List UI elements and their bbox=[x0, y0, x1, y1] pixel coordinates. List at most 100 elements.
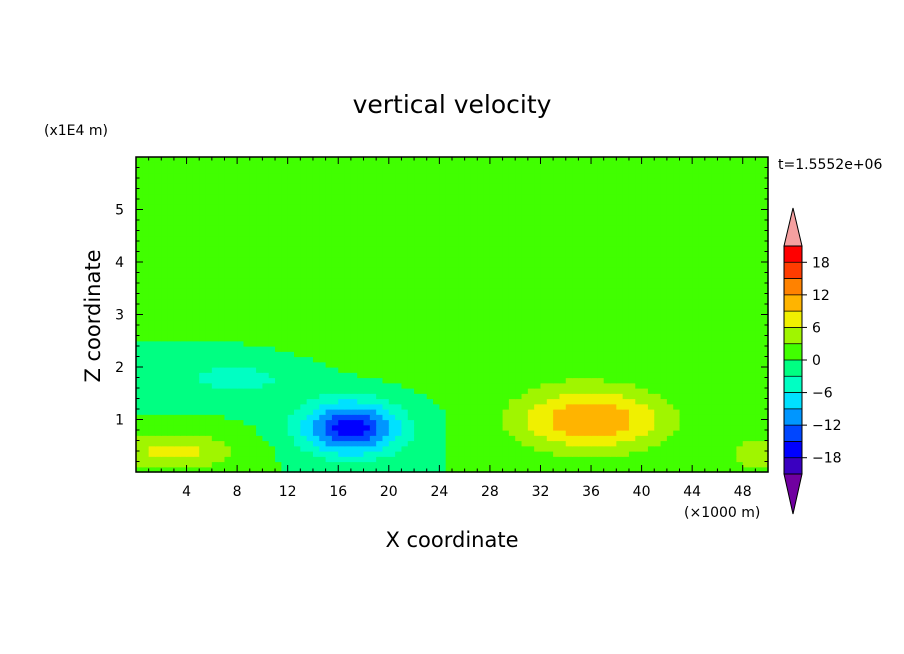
field-cell bbox=[312, 367, 320, 373]
field-cell bbox=[616, 267, 624, 274]
field-cell bbox=[243, 283, 251, 289]
field-cell bbox=[559, 225, 567, 232]
field-cell bbox=[294, 272, 301, 279]
field-cell bbox=[407, 361, 415, 368]
field-cell bbox=[211, 309, 219, 316]
field-cell bbox=[508, 325, 516, 331]
field-cell bbox=[641, 225, 649, 232]
field-cell bbox=[344, 346, 352, 352]
field-cell bbox=[641, 356, 649, 363]
field-cell bbox=[256, 230, 263, 237]
field-cell bbox=[275, 456, 282, 463]
field-cell bbox=[736, 367, 744, 373]
field-cell bbox=[578, 372, 586, 379]
field-cell bbox=[546, 288, 554, 295]
field-cell bbox=[698, 409, 706, 415]
field-cell bbox=[553, 372, 561, 379]
field-cell bbox=[401, 251, 409, 258]
field-cell bbox=[167, 230, 175, 237]
field-cell bbox=[294, 382, 301, 389]
field-cell bbox=[647, 382, 655, 389]
field-cell bbox=[237, 377, 245, 384]
field-cell bbox=[262, 335, 270, 342]
field-cell bbox=[167, 288, 175, 295]
field-cell bbox=[742, 367, 750, 373]
field-cell bbox=[711, 220, 719, 226]
field-cell bbox=[723, 220, 731, 226]
field-cell bbox=[426, 388, 434, 394]
field-cell bbox=[521, 346, 529, 352]
field-cell bbox=[654, 356, 662, 363]
field-cell bbox=[136, 388, 143, 394]
field-cell bbox=[230, 466, 238, 473]
field-cell bbox=[565, 419, 573, 426]
field-cell bbox=[344, 256, 352, 263]
field-cell bbox=[224, 304, 232, 310]
field-cell bbox=[603, 377, 611, 384]
field-cell bbox=[237, 435, 245, 442]
field-cell bbox=[603, 225, 611, 232]
field-cell bbox=[414, 456, 421, 463]
field-cell bbox=[180, 314, 188, 321]
field-cell bbox=[420, 304, 428, 310]
field-cell bbox=[692, 340, 700, 347]
field-cell bbox=[660, 340, 668, 347]
field-cell bbox=[167, 398, 175, 405]
field-cell bbox=[420, 220, 428, 226]
field-cell bbox=[704, 335, 712, 342]
field-cell bbox=[502, 356, 510, 363]
field-cell bbox=[470, 346, 478, 352]
field-cell bbox=[407, 424, 415, 431]
field-cell bbox=[673, 214, 681, 221]
field-cell bbox=[433, 314, 440, 321]
field-cell bbox=[142, 256, 150, 263]
field-cell bbox=[622, 246, 630, 253]
field-cell bbox=[679, 461, 687, 468]
field-cell bbox=[224, 382, 232, 389]
field-cell bbox=[597, 220, 605, 226]
field-cell bbox=[376, 298, 384, 305]
field-cell bbox=[395, 209, 403, 216]
field-cell bbox=[477, 430, 485, 436]
field-cell bbox=[616, 256, 624, 263]
field-cell bbox=[294, 251, 301, 258]
field-cell bbox=[281, 314, 289, 321]
field-cell bbox=[603, 235, 611, 242]
field-cell bbox=[666, 451, 674, 457]
field-cell bbox=[344, 461, 352, 468]
field-cell bbox=[249, 298, 257, 305]
field-cell bbox=[192, 309, 200, 316]
field-cell bbox=[534, 382, 542, 389]
field-cell bbox=[711, 319, 719, 326]
field-cell bbox=[148, 330, 156, 337]
field-cell bbox=[388, 351, 396, 358]
field-cell bbox=[142, 356, 150, 363]
field-cell bbox=[628, 267, 636, 274]
field-cell bbox=[344, 293, 352, 300]
field-cell bbox=[736, 419, 744, 426]
field-cell bbox=[382, 319, 390, 326]
field-cell bbox=[736, 356, 744, 363]
field-cell bbox=[597, 272, 605, 279]
field-cell bbox=[376, 451, 384, 457]
field-cell bbox=[717, 451, 725, 457]
field-cell bbox=[730, 424, 737, 431]
field-cell bbox=[553, 277, 561, 284]
field-cell bbox=[742, 330, 750, 337]
field-cell bbox=[167, 351, 175, 358]
field-cell bbox=[489, 225, 497, 232]
field-cell bbox=[452, 461, 459, 468]
field-cell bbox=[275, 304, 282, 310]
field-cell bbox=[369, 393, 377, 400]
field-cell bbox=[338, 382, 346, 389]
field-cell bbox=[363, 440, 371, 447]
field-cell bbox=[711, 382, 719, 389]
field-cell bbox=[635, 330, 643, 337]
field-cell bbox=[211, 351, 219, 358]
field-cell bbox=[249, 256, 257, 263]
field-cell bbox=[218, 230, 226, 237]
field-cell bbox=[496, 356, 504, 363]
field-cell bbox=[186, 403, 194, 410]
field-cell bbox=[458, 409, 466, 415]
field-cell bbox=[224, 288, 232, 295]
